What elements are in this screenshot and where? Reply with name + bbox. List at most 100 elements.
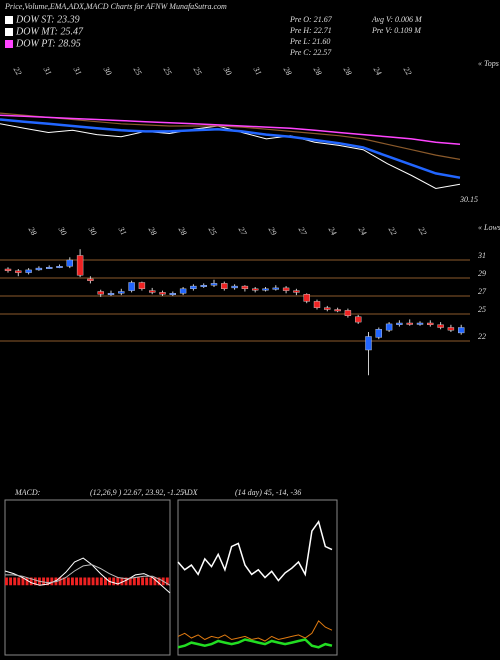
histogram-bar [25,577,29,586]
histogram-bar [5,577,8,586]
candle-body [4,268,12,271]
panel-subtitle: (14 day) 45, -14, -36 [235,488,301,497]
date-label: 31 [41,65,53,77]
candle-body [375,329,382,338]
date-label: 22 [12,65,24,76]
candle-body [282,287,290,291]
date-label: 30 [56,225,68,237]
histogram-bar [13,577,17,586]
date-label: 29 [267,225,279,236]
histogram-bar [42,577,46,586]
histogram-bar [104,577,107,586]
legend-label: DOW ST: 23.39 [15,14,80,25]
candle-body [97,291,104,295]
histogram-bar [33,577,37,586]
candle-body [159,292,166,295]
candle-body [46,267,53,269]
histogram-bar [112,577,116,586]
legend-swatch [5,40,13,48]
histogram-bar [149,577,153,586]
date-label: 28 [342,65,354,76]
candle-body [313,301,321,308]
candle-body [210,283,218,286]
panel-title: ADX [181,488,199,497]
candle-body [272,287,279,290]
histogram-bar [75,577,79,586]
candle-body [324,307,331,310]
date-label: 31 [251,65,263,77]
candle-body [25,269,32,273]
line [177,519,333,582]
y-tick-label: 31 [477,251,486,260]
line [177,620,333,642]
y-tick-label: 25 [478,305,486,314]
date-label: 31 [116,225,128,237]
legend-swatch [5,16,13,24]
candle-body [458,327,465,334]
histogram-bar [66,577,70,586]
candle-body [334,309,341,312]
candle-body [416,322,424,325]
candle-body [56,266,63,268]
pre-open: Pre O: 21.67 [289,15,333,24]
date-label: 25 [207,225,219,236]
line [4,557,171,594]
line [5,564,171,586]
histogram-bar [58,577,62,586]
pre-close: Pre C: 22.57 [289,48,332,57]
candle-body [231,285,238,289]
date-label: 28 [312,65,324,76]
histogram-bar [124,577,128,586]
candle-body [190,285,197,290]
date-label: 25 [132,65,144,76]
candle-body [107,293,115,295]
candle-body [138,282,146,290]
legend-label: DOW MT: 25.47 [15,26,84,37]
candle-body [251,288,259,291]
date-label: 24 [372,65,384,76]
candle-body [293,290,300,293]
date-label: 22 [417,225,429,236]
date-label: 28 [282,65,294,76]
date-label: 28 [177,225,189,236]
histogram-bar [62,577,66,586]
pre-volume: Pre V: 0.109 M [371,26,422,35]
date-label: 30 [86,225,98,237]
date-label: 22 [387,225,399,236]
candle-body [35,267,43,271]
panel-title: MACD: [14,488,41,497]
line [0,118,461,179]
candle-body [221,283,228,289]
date-label: 22 [402,65,414,76]
line [0,123,461,190]
histogram-bar [17,577,21,586]
histogram-bar [79,577,83,586]
title: Price,Volume,EMA,ADX,MACD Charts for AFN… [4,2,227,11]
date-label: 27 [297,225,309,237]
legend-swatch [5,28,13,36]
candle-body [200,285,207,287]
candle-body [303,294,310,302]
histogram-bar [128,577,132,586]
candle-body [118,291,125,294]
histogram-bar [71,577,74,586]
histogram-bar [157,577,161,586]
histogram-bar [91,577,95,586]
candle-body [66,259,74,267]
y-tick-label: 29 [478,269,486,278]
histogram-bar [165,577,169,586]
candle-body [76,255,84,276]
candle-body [427,322,434,325]
histogram-bar [145,577,149,586]
lows-label: « Lows [478,223,500,232]
candle-body [179,288,187,294]
date-label: 27 [237,225,249,237]
histogram-bar [99,577,103,586]
line [177,638,333,649]
histogram-bar [83,577,87,586]
tops-label: « Tops [478,59,499,68]
pre-low: Pre L: 21.60 [289,37,330,46]
date-label: 30 [101,65,113,77]
